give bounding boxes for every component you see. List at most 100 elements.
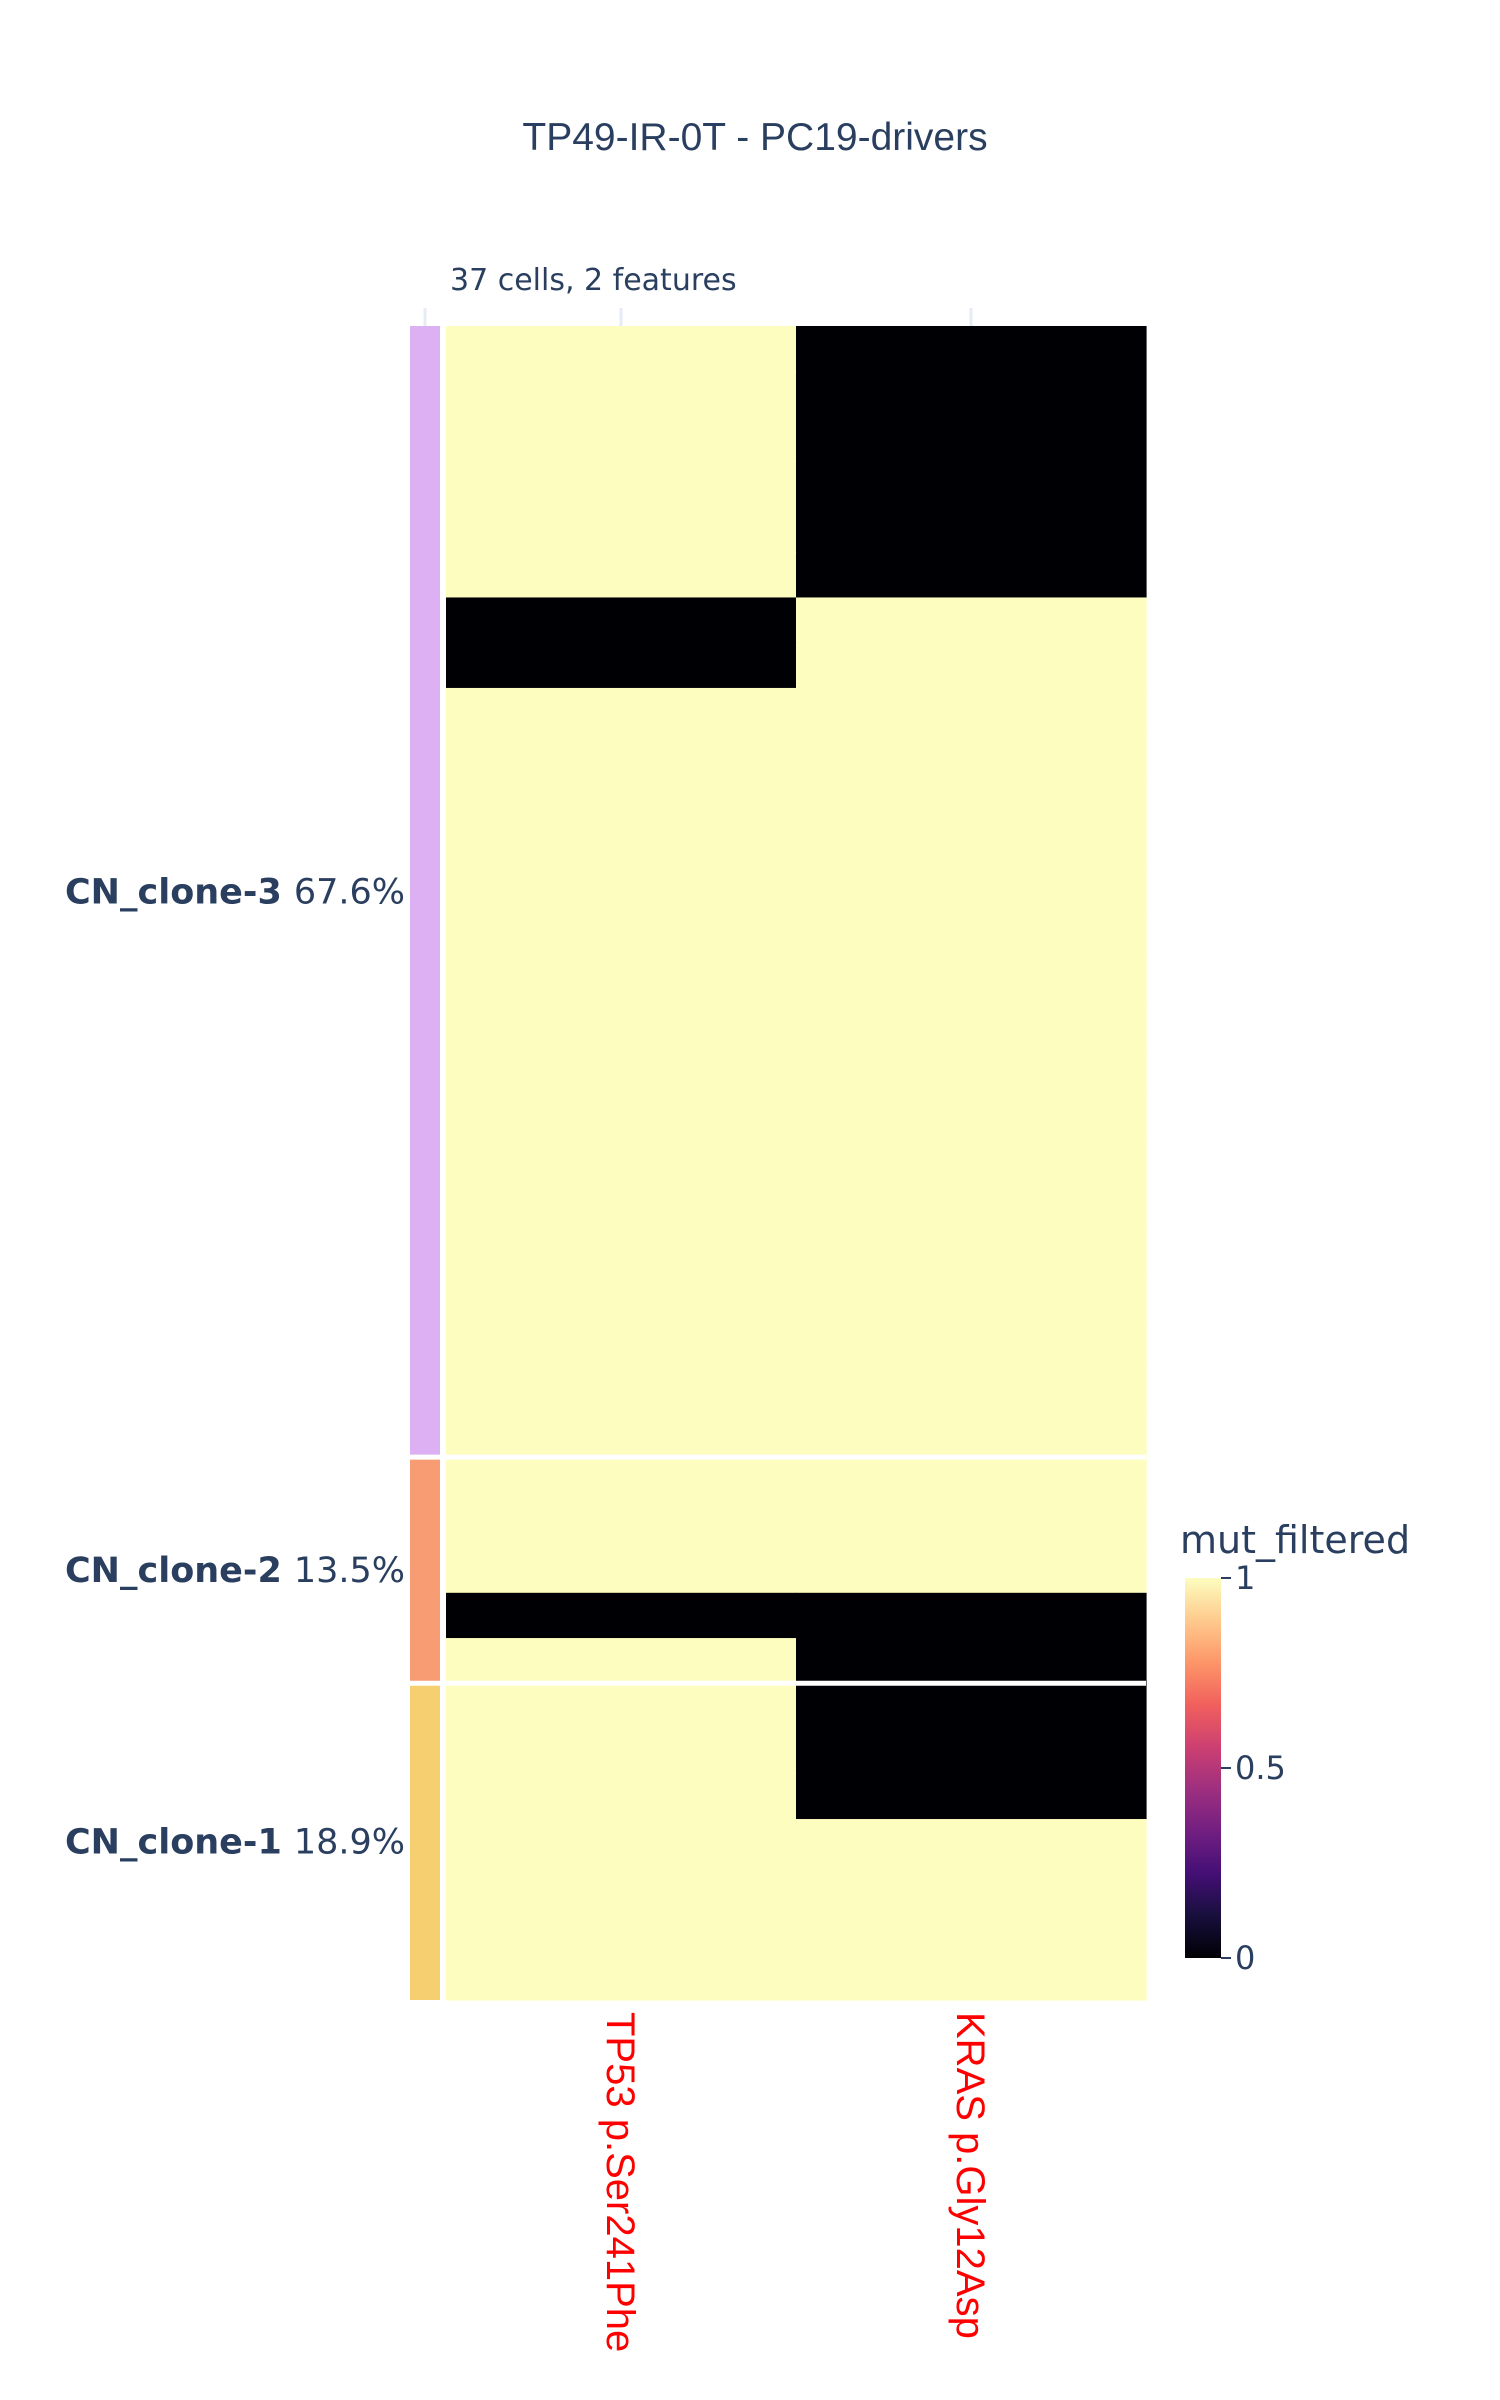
heatmap-cell <box>796 416 1147 463</box>
heatmap-cell <box>446 868 797 915</box>
heatmap-cell <box>796 1638 1147 1684</box>
heatmap-cell <box>796 823 1147 870</box>
heatmap-cell <box>446 642 797 689</box>
heatmap-cell <box>796 326 1147 372</box>
heatmap-cell <box>796 733 1147 780</box>
heatmap-cell <box>796 1049 1147 1096</box>
colorbar-tick-label: 1 <box>1235 1559 1255 1597</box>
clone-bar-CN_clone-2 <box>410 1457 440 1684</box>
heatmap-cell <box>796 1276 1147 1322</box>
heatmap-cell <box>796 959 1147 1006</box>
colorbar-ticks: 00.51 <box>1221 1559 1286 1977</box>
clone-label: CN_clone-3 67.6% <box>65 873 405 913</box>
clone-percent: 67.6% <box>294 873 405 913</box>
colorbar: mut_filtered 00.51 <box>1180 1518 1410 1977</box>
feature-label: TP53 p.Ser241Phe <box>598 2012 642 2352</box>
heatmap-cell <box>446 1095 797 1141</box>
heatmap-cell <box>796 1457 1147 1503</box>
colorbar-tick-label: 0 <box>1235 1939 1255 1977</box>
heatmap-cell <box>796 1140 1147 1187</box>
heatmap-cell <box>446 1502 797 1549</box>
heatmap-cell <box>446 1366 797 1413</box>
heatmap-cell <box>446 1819 797 1865</box>
heatmap-cell <box>446 552 797 599</box>
heatmap-cell <box>796 1095 1147 1141</box>
feature-label: KRAS p.Gly12Asp <box>948 2012 992 2339</box>
heatmap-cell <box>796 461 1147 508</box>
heatmap-cell <box>796 1864 1147 1911</box>
clone-bar-CN_clone-3 <box>410 326 440 1458</box>
heatmap-cell <box>796 1547 1147 1594</box>
heatmap-cell <box>796 506 1147 553</box>
heatmap-cell <box>446 326 797 372</box>
heatmap-cell <box>446 371 797 418</box>
heatmap-cell <box>446 1728 797 1775</box>
heatmap-cell <box>796 1683 1147 1730</box>
heatmap-cell <box>446 778 797 825</box>
heatmap-cell <box>446 1321 797 1368</box>
clone-percent: 18.9% <box>294 1823 405 1863</box>
heatmap-cell <box>446 1185 797 1232</box>
heatmap-cell <box>796 1366 1147 1413</box>
clone-bar-CN_clone-1 <box>410 1683 440 2000</box>
heatmap-cell <box>446 1909 797 1956</box>
heatmap-cell <box>796 778 1147 825</box>
heatmap-cell <box>796 1728 1147 1775</box>
clone-name: CN_clone-1 <box>65 1823 282 1863</box>
heatmap-cell <box>446 461 797 508</box>
heatmap-cell <box>446 1773 797 1820</box>
heatmap-cell <box>796 1321 1147 1368</box>
heatmap-cell <box>796 597 1147 644</box>
heatmap-cell <box>446 506 797 553</box>
clone-annotation-bar <box>410 326 440 2000</box>
heatmap-cell <box>446 1864 797 1911</box>
heatmap-cell <box>796 1819 1147 1865</box>
heatmap-cell <box>446 1230 797 1277</box>
heatmap-cell <box>446 1683 797 1730</box>
heatmap-cell <box>796 1502 1147 1549</box>
feature-labels: TP53 p.Ser241Phe KRAS p.Gly12Asp <box>598 2012 992 2352</box>
heatmap-cell <box>796 1004 1147 1051</box>
heatmap-cell <box>796 1185 1147 1232</box>
heatmap-cell <box>796 914 1147 961</box>
colorbar-title: mut_filtered <box>1180 1518 1410 1562</box>
clone-label: CN_clone-2 13.5% <box>65 1551 405 1591</box>
chart-title: TP49-IR-0T - PC19-drivers <box>522 116 987 159</box>
clone-label: CN_clone-1 18.9% <box>65 1823 405 1863</box>
heatmap-cell <box>796 1411 1147 1458</box>
heatmap-cell <box>446 687 797 734</box>
heatmap-cell <box>796 642 1147 689</box>
heatmap-cell <box>446 1457 797 1503</box>
chart-subtitle: 37 cells, 2 features <box>450 263 737 298</box>
clone-separators <box>408 326 1146 2000</box>
heatmap-cell <box>446 959 797 1006</box>
heatmap-cell <box>446 1004 797 1051</box>
heatmap-cell <box>796 687 1147 734</box>
heatmap-cell <box>446 1592 797 1639</box>
heatmap-cell <box>446 823 797 870</box>
heatmap-cell <box>446 1276 797 1322</box>
bar-gap <box>440 326 446 2000</box>
heatmap-cell <box>446 1547 797 1594</box>
heatmap-cell <box>446 1638 797 1684</box>
heatmap-cell <box>796 371 1147 418</box>
colorbar-tick-label: 0.5 <box>1235 1749 1286 1787</box>
heatmap-cell <box>796 1230 1147 1277</box>
heatmap-cell <box>796 1954 1147 2001</box>
heatmap-cell <box>446 597 797 644</box>
heatmap-cell <box>796 1773 1147 1820</box>
heatmap-cell <box>446 1049 797 1096</box>
heatmap-cells <box>446 326 1147 2001</box>
clone-labels: CN_clone-3 67.6% CN_clone-2 13.5% CN_clone-1… <box>65 873 405 1863</box>
heatmap-cell <box>796 1592 1147 1639</box>
heatmap-cell <box>446 1954 797 2001</box>
clone-name: CN_clone-2 <box>65 1551 282 1591</box>
top-axis-ticks <box>423 308 973 326</box>
colorbar-gradient <box>1185 1578 1221 1958</box>
heatmap-cell <box>446 914 797 961</box>
heatmap-cell <box>446 1411 797 1458</box>
heatmap-cell <box>446 416 797 463</box>
clone-name: CN_clone-3 <box>65 873 282 913</box>
heatmap-cell <box>446 733 797 780</box>
